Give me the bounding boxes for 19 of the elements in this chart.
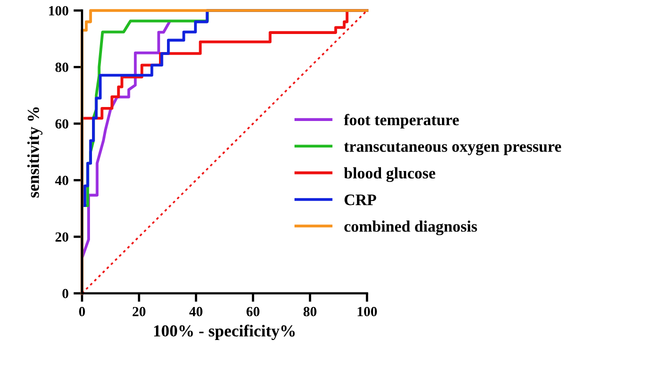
y-axis-title: sensitivity % — [27, 107, 42, 198]
y-tick-label: 60 — [55, 119, 68, 129]
x-tick-label: 100 — [358, 306, 377, 316]
legend-label: CRP — [344, 194, 376, 206]
x-tick-label: 20 — [132, 306, 146, 316]
legend-label: blood glucose — [344, 167, 436, 182]
x-tick-label: 80 — [304, 306, 316, 316]
y-tick-label: 80 — [55, 62, 68, 72]
y-tick-label: 100 — [49, 6, 68, 16]
x-tick-label: 60 — [246, 306, 260, 316]
y-tick-label: 40 — [55, 176, 68, 186]
x-tick-label: 0 — [79, 306, 85, 316]
legend-label: foot temperature — [344, 114, 459, 129]
legend-label: combined diagnosis — [344, 220, 477, 236]
x-tick-label: 40 — [189, 306, 202, 316]
y-tick-label: 20 — [56, 232, 68, 242]
legend-label: transcutaneous oxygen pressure — [344, 142, 562, 156]
x-axis-title: 100% - specificity% — [154, 324, 295, 340]
y-tick-label: 0 — [62, 288, 68, 298]
